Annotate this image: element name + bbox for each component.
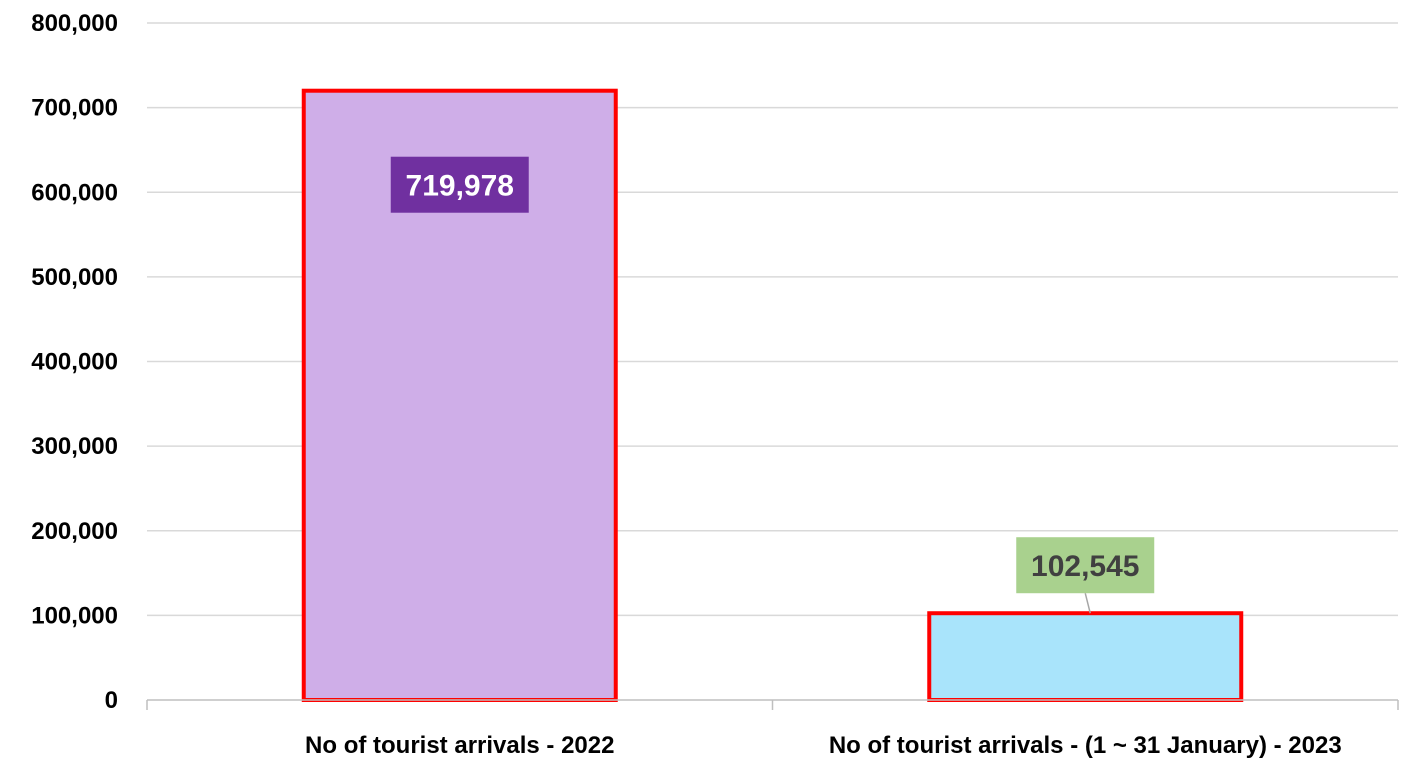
- y-tick-label: 800,000: [31, 10, 118, 37]
- y-tick-label: 400,000: [31, 349, 118, 376]
- y-tick-label: 600,000: [31, 179, 118, 206]
- x-axis-category-labels: No of tourist arrivals - 2022 No of touri…: [305, 732, 1342, 759]
- y-tick-label: 100,000: [31, 602, 118, 629]
- bar-2: [927, 611, 1244, 703]
- x-axis: [146, 699, 1399, 710]
- x-category-label: No of tourist arrivals - 2022: [305, 732, 614, 759]
- x-category-label: No of tourist arrivals - (1 ~ 31 January…: [829, 732, 1342, 759]
- data-label: 102,545: [1031, 550, 1139, 583]
- data-label-leader-line: [1084, 593, 1091, 614]
- y-tick-label: 500,000: [31, 264, 118, 291]
- data-label-box: [390, 156, 529, 213]
- data-label: 719,978: [406, 170, 514, 203]
- y-tick-label: 200,000: [31, 518, 118, 545]
- bars: [301, 88, 1244, 703]
- y-tick-label: 0: [105, 687, 118, 714]
- y-tick-label: 300,000: [31, 433, 118, 460]
- data-labels: 719,978 102,545: [390, 156, 1155, 614]
- y-tick-label: 700,000: [31, 95, 118, 122]
- data-label-box: [1016, 537, 1155, 594]
- y-axis-tick-labels: 0 100,000 200,000 300,000 400,000 500,000 600,…: [31, 10, 118, 714]
